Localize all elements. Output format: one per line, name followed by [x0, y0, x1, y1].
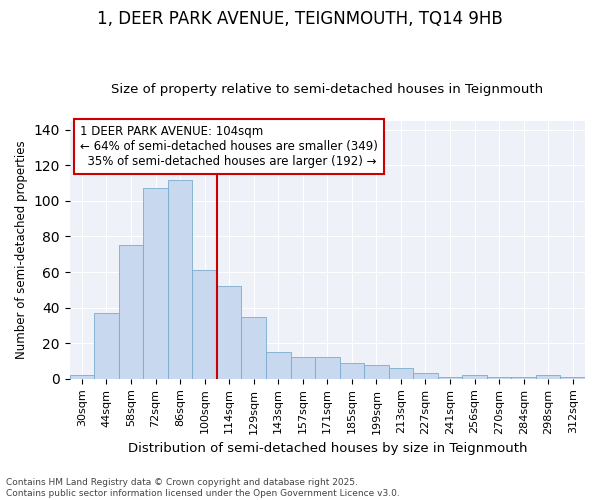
Text: Contains HM Land Registry data © Crown copyright and database right 2025.
Contai: Contains HM Land Registry data © Crown c…	[6, 478, 400, 498]
Bar	[266, 352, 290, 379]
Y-axis label: Number of semi-detached properties: Number of semi-detached properties	[15, 140, 28, 359]
Bar	[168, 180, 193, 379]
Bar	[217, 286, 241, 379]
Bar	[438, 377, 462, 379]
Bar	[241, 316, 266, 379]
Bar	[487, 377, 511, 379]
Bar	[413, 374, 438, 379]
Bar	[560, 377, 585, 379]
Bar	[193, 270, 217, 379]
Bar	[340, 363, 364, 379]
Bar	[119, 246, 143, 379]
Bar	[462, 376, 487, 379]
Bar	[315, 358, 340, 379]
Bar	[536, 376, 560, 379]
Title: Size of property relative to semi-detached houses in Teignmouth: Size of property relative to semi-detach…	[111, 83, 544, 96]
Bar	[364, 364, 389, 379]
Bar	[143, 188, 168, 379]
Bar	[511, 377, 536, 379]
Bar	[389, 368, 413, 379]
X-axis label: Distribution of semi-detached houses by size in Teignmouth: Distribution of semi-detached houses by …	[128, 442, 527, 455]
Text: 1 DEER PARK AVENUE: 104sqm
← 64% of semi-detached houses are smaller (349)
  35%: 1 DEER PARK AVENUE: 104sqm ← 64% of semi…	[80, 124, 378, 168]
Text: 1, DEER PARK AVENUE, TEIGNMOUTH, TQ14 9HB: 1, DEER PARK AVENUE, TEIGNMOUTH, TQ14 9H…	[97, 10, 503, 28]
Bar	[290, 358, 315, 379]
Bar	[94, 313, 119, 379]
Bar	[70, 376, 94, 379]
